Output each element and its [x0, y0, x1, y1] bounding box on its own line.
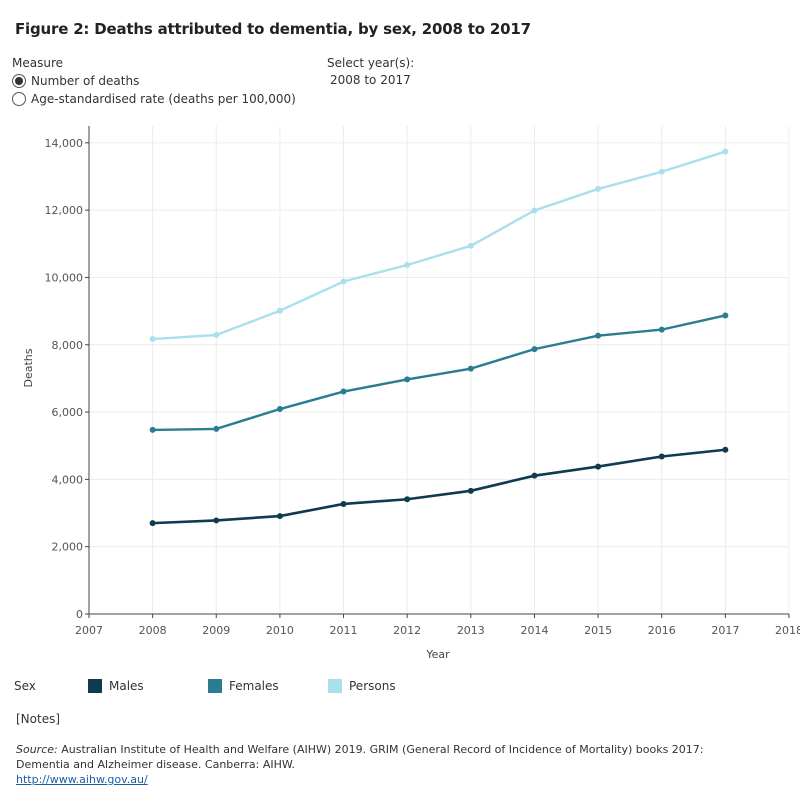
- data-point-persons: [149, 336, 156, 343]
- y-tick-label: 14,000: [45, 137, 84, 150]
- x-tick-label: 2010: [266, 624, 294, 637]
- measure-option-rate[interactable]: Age-standardised rate (deaths per 100,00…: [12, 90, 296, 108]
- data-point-males: [404, 496, 411, 503]
- data-point-persons: [213, 331, 220, 338]
- y-tick-label: 10,000: [45, 271, 84, 284]
- legend-item-persons[interactable]: Persons: [328, 679, 448, 693]
- data-point-females: [340, 388, 347, 395]
- data-point-females: [404, 376, 411, 383]
- data-point-males: [340, 500, 347, 507]
- x-axis-title: Year: [425, 648, 450, 660]
- source-note: Source: Australian Institute of Health a…: [16, 742, 756, 787]
- year-selector-label: Select year(s):: [327, 56, 415, 70]
- data-point-males: [722, 446, 729, 453]
- y-tick-label: 2,000: [52, 541, 84, 554]
- x-tick-label: 2007: [75, 624, 103, 637]
- x-tick-label: 2015: [584, 624, 612, 637]
- data-point-persons: [595, 185, 602, 192]
- x-tick-label: 2017: [711, 624, 739, 637]
- source-text: Australian Institute of Health and Welfa…: [16, 743, 704, 771]
- series-line-persons: [152, 150, 726, 341]
- legend-swatch: [88, 679, 102, 693]
- x-tick-label: 2014: [520, 624, 548, 637]
- data-point-males: [276, 513, 283, 520]
- data-point-persons: [404, 261, 411, 268]
- radio-unselected-icon[interactable]: [12, 92, 26, 106]
- x-tick-label: 2013: [457, 624, 485, 637]
- data-point-males: [531, 472, 538, 479]
- legend-swatch: [328, 679, 342, 693]
- data-point-persons: [340, 278, 347, 285]
- data-point-females: [658, 326, 665, 333]
- legend-label: Persons: [349, 679, 396, 693]
- measure-option-number[interactable]: Number of deaths: [12, 72, 296, 90]
- source-link[interactable]: http://www.aihw.gov.au/: [16, 773, 148, 786]
- data-point-females: [722, 312, 729, 319]
- year-selector-value[interactable]: 2008 to 2017: [330, 73, 411, 87]
- data-point-females: [467, 365, 474, 372]
- legend: Sex Males Females Persons: [14, 679, 448, 693]
- x-tick-label: 2016: [648, 624, 676, 637]
- x-tick-label: 2008: [139, 624, 167, 637]
- chart-title: Figure 2: Deaths attributed to dementia,…: [15, 20, 531, 38]
- measure-option-label: Number of deaths: [31, 74, 140, 88]
- measure-option-label: Age-standardised rate (deaths per 100,00…: [31, 92, 296, 106]
- legend-label: Females: [229, 679, 279, 693]
- data-point-females: [595, 332, 602, 339]
- source-label: Source:: [16, 743, 58, 756]
- data-point-females: [149, 426, 156, 433]
- measure-control: Measure Number of deaths Age-standardise…: [12, 56, 296, 108]
- measure-label: Measure: [12, 56, 63, 70]
- legend-item-males[interactable]: Males: [88, 679, 208, 693]
- data-point-males: [658, 453, 665, 460]
- series-line-males: [152, 448, 726, 525]
- data-point-males: [595, 463, 602, 470]
- data-point-females: [276, 406, 283, 413]
- y-tick-label: 4,000: [52, 473, 84, 486]
- line-chart: 0 2,000 4,000 6,000 8,000 10,000 12,000 14,000 2…: [22, 126, 800, 660]
- year-selector: Select year(s): 2008 to 2017: [327, 56, 414, 87]
- legend-item-females[interactable]: Females: [208, 679, 328, 693]
- data-point-persons: [531, 207, 538, 214]
- x-tick-label: 2009: [202, 624, 230, 637]
- radio-selected-icon[interactable]: [12, 74, 26, 88]
- y-tick-label: 12,000: [45, 204, 84, 217]
- y-axis-title: Deaths: [22, 348, 35, 387]
- data-point-males: [467, 487, 474, 494]
- x-tick-label: 2011: [330, 624, 358, 637]
- legend-swatch: [208, 679, 222, 693]
- legend-title: Sex: [14, 679, 36, 693]
- x-tick-label: 2012: [393, 624, 421, 637]
- y-tick-label: 0: [76, 608, 83, 621]
- y-tick-label: 8,000: [52, 339, 84, 352]
- data-point-persons: [722, 148, 729, 155]
- data-point-persons: [276, 307, 283, 314]
- notes-link[interactable]: [Notes]: [16, 712, 61, 726]
- data-point-males: [213, 517, 220, 524]
- series-line-females: [152, 314, 726, 432]
- data-point-persons: [658, 168, 665, 175]
- data-point-females: [531, 346, 538, 353]
- data-point-persons: [467, 242, 474, 249]
- y-tick-label: 6,000: [52, 406, 84, 419]
- data-point-females: [213, 425, 220, 432]
- data-point-males: [149, 520, 156, 527]
- legend-label: Males: [109, 679, 144, 693]
- x-tick-label: 2018: [775, 624, 800, 637]
